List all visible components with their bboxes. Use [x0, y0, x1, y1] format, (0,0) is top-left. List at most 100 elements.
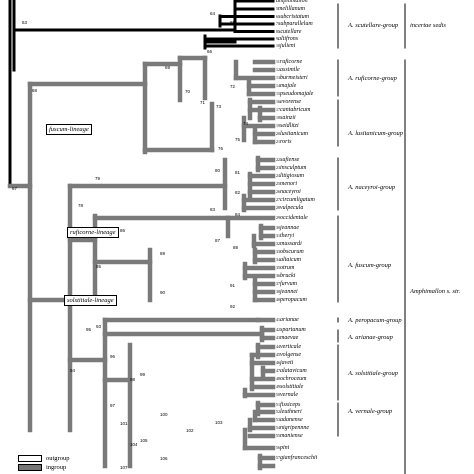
legend-outgroup: outgroup [18, 455, 69, 463]
node-number: 104 [130, 442, 138, 447]
taxon-label: 29occidentale [276, 215, 308, 221]
taxon-name: sainzii [280, 115, 296, 121]
taxon-label: 5melillanum [276, 6, 305, 12]
taxon-label: 30jeannae [276, 225, 299, 231]
node-number: 92 [230, 304, 236, 309]
node-number: 91 [230, 283, 236, 288]
lineage-box: solstitiale-lineage [64, 295, 117, 306]
taxon-label: 33obscurum [276, 249, 304, 255]
taxon-number: 25 [276, 181, 280, 186]
taxon-number: 45 [276, 352, 280, 357]
taxon-name: nigripennne [280, 425, 309, 431]
taxon-label: 32mussardi [276, 241, 302, 247]
taxon-number: 52 [276, 409, 280, 414]
taxon-name: roris [280, 139, 292, 145]
taxon-name: subcristatum [278, 13, 310, 20]
taxon-number: 53 [276, 417, 280, 422]
taxon-name: cantabricum [280, 107, 311, 113]
node-number: 90 [160, 290, 166, 295]
taxon-name: insculptum [280, 165, 307, 171]
node-number: 87 [215, 238, 221, 243]
taxon-name: otrum [280, 265, 295, 271]
taxon-number: 15 [276, 91, 280, 96]
taxon-label: 6subcristatum [276, 14, 309, 20]
taxon-number: 29 [276, 215, 280, 220]
taxon-name: maevae [280, 335, 299, 341]
taxon-number: 14 [276, 83, 280, 88]
taxon-name: gianfranceschii [280, 455, 318, 461]
node-number: 85 [96, 264, 102, 269]
group-label: A. naceyroi-group [348, 184, 396, 191]
taxon-label: 43maevae [276, 335, 298, 341]
legend-ingroup: ingroup [18, 464, 66, 472]
taxon-number: 44 [276, 344, 280, 349]
taxon-label: 45volgense [276, 352, 301, 358]
taxon-number: 23 [276, 165, 280, 170]
taxon-name: peropacum [280, 297, 307, 303]
node-number: 64 [210, 11, 216, 16]
taxon-name: amphimallon [276, 0, 308, 4]
taxon-label: 17cantabricum [276, 107, 310, 113]
taxon-label: 12assimile [276, 67, 300, 73]
taxon-label: 31theryi [276, 233, 294, 239]
taxon-label: 41arianae [276, 317, 299, 323]
taxon-name: pseudomajale [280, 91, 314, 97]
ingroup-swatch [18, 464, 42, 472]
taxon-label: 9altifrons [276, 36, 298, 42]
node-number: 83 [210, 207, 216, 212]
node-number: 98 [130, 377, 136, 382]
taxon-label: 25menori [276, 181, 297, 187]
node-number: 88 [233, 245, 239, 250]
taxon-label: 20lusitanicum [276, 131, 308, 137]
taxon-label: 14majale [276, 83, 296, 89]
taxon-name: leuthneri [280, 409, 302, 415]
taxon-number: 31 [276, 233, 280, 238]
taxon-name: lusitanicum [280, 131, 308, 137]
node-number: 89 [160, 251, 166, 256]
taxon-name: assimile [280, 67, 300, 73]
taxon-label: 36brucki [276, 273, 295, 279]
taxon-number: 43 [276, 335, 280, 340]
taxon-name: evorense [280, 99, 302, 105]
taxon-number: 34 [276, 257, 280, 262]
taxon-number: 37 [276, 281, 280, 286]
taxon-number: 48 [276, 376, 280, 381]
group-label: A. scutellare-group [348, 22, 399, 29]
node-number: 78 [78, 203, 84, 208]
taxon-label: 42spartanum [276, 327, 306, 333]
taxon-label: 10julieni [276, 43, 295, 49]
clade-label: Amphimallon s. str. [410, 288, 461, 295]
taxon-label: 57gianfranceschii [276, 455, 317, 461]
taxon-label: 28vulpecula [276, 205, 303, 211]
taxon-name: verticale [280, 344, 301, 350]
taxon-number: 12 [276, 67, 280, 72]
taxon-number: 57 [276, 455, 280, 460]
taxon-name: menori [280, 181, 297, 187]
ingroup-label: ingroup [46, 464, 67, 471]
taxon-label: 40peropacum [276, 297, 307, 303]
taxon-name: altaicum [280, 257, 301, 263]
taxon-name: adanense [280, 417, 303, 423]
taxon-number: 51 [276, 402, 280, 407]
taxon-name: seidlitzi [280, 123, 299, 129]
node-number: 75 [235, 137, 241, 142]
node-number: 79 [95, 176, 101, 181]
taxon-name: scutellare [278, 28, 302, 35]
taxon-number: 35 [276, 265, 280, 270]
clade-label: incertae sedis [410, 22, 446, 29]
taxon-label: 50vernale [276, 392, 298, 398]
taxon-name: vernale [280, 392, 298, 398]
taxon-number: 40 [276, 297, 280, 302]
group-label: A. lusitanicum-group [348, 130, 404, 137]
taxon-name: litigiosum [280, 173, 305, 179]
node-number: 96 [110, 354, 116, 359]
taxon-number: 26 [276, 189, 280, 194]
node-number: 99 [140, 372, 146, 377]
taxon-name: jeannae [280, 225, 299, 231]
taxon-name: solstitiale [280, 384, 304, 390]
node-number: 97 [110, 403, 116, 408]
taxon-label: 7subparallelum [276, 21, 313, 27]
taxon-label: 49solstitiale [276, 384, 303, 390]
taxon-name: majale [280, 83, 297, 89]
taxon-label: 16evorense [276, 99, 301, 105]
